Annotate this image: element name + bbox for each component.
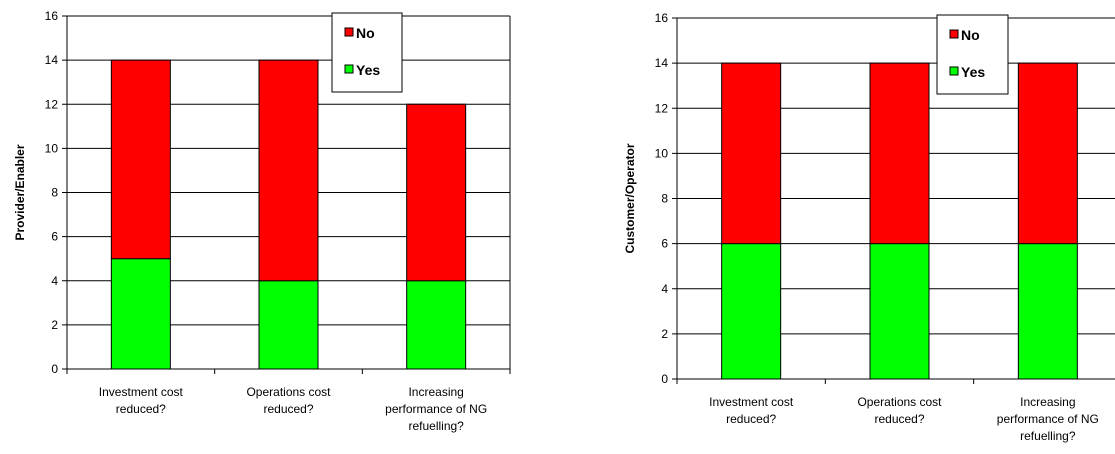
bar-no-2 [869, 62, 930, 245]
x-tick-label: Increasing performance of NG refuelling? [385, 385, 487, 433]
bar-yes-2 [258, 280, 319, 370]
legend-label-yes: Yes [961, 64, 985, 80]
chart-1: 0 2 4 6 8 10 12 14 16 Investment cost reduced? Oper… [13, 9, 511, 433]
y-tick-label: 4 [51, 274, 58, 288]
bar-yes-3 [1017, 243, 1078, 380]
y-axis-title: Customer/Operator [623, 143, 637, 253]
y-tick-label: 14 [655, 56, 669, 70]
bar-no-1 [721, 62, 782, 245]
bar-no-3 [1017, 62, 1078, 245]
bar-no-2 [258, 59, 319, 282]
y-tick-label: 2 [661, 327, 668, 341]
y-tick-label: 16 [655, 11, 669, 25]
x-tick-label: Investment cost reduced? [99, 385, 184, 416]
y-tick-label: 8 [661, 192, 668, 206]
y-tick-label: 8 [51, 186, 58, 200]
legend: No Yes [331, 12, 403, 93]
bar-yes-3 [406, 280, 467, 370]
x-tick-label: Investment cost reduced? [709, 395, 794, 426]
y-tick-label: 12 [655, 101, 669, 115]
y-tick-label: 10 [45, 141, 59, 155]
y-tick-label: 6 [51, 230, 58, 244]
y-tick-label: 4 [661, 282, 668, 296]
y-tick-label: 2 [51, 318, 58, 332]
legend-swatch-no [344, 27, 354, 37]
x-tick-label: Increasing performance of NG refuelling? [997, 395, 1099, 443]
chart-2: 0 2 4 6 8 10 12 14 16 Investment cost reduced? Oper… [623, 11, 1115, 443]
legend-swatch-yes [949, 66, 959, 76]
y-tick-label: 14 [45, 53, 59, 67]
bar-yes-1 [110, 258, 171, 370]
y-tick-label: 16 [45, 9, 59, 23]
bar-no-3 [406, 103, 467, 282]
legend-box [936, 14, 1009, 95]
bar-yes-2 [869, 243, 930, 380]
bar-no-1 [110, 59, 171, 260]
y-tick-label: 0 [51, 362, 58, 376]
x-tick-label: Operations cost reduced? [246, 385, 331, 416]
y-axis-title: Provider/Enabler [13, 144, 27, 240]
y-tick-label: 0 [661, 372, 668, 386]
legend: No Yes [936, 14, 1009, 95]
legend-box [331, 12, 403, 93]
y-tick-label: 10 [655, 146, 669, 160]
legend-label-no: No [356, 25, 375, 41]
legend-label-no: No [961, 27, 980, 43]
y-tick-label: 12 [45, 97, 59, 111]
bar-yes-1 [721, 243, 782, 380]
legend-swatch-no [949, 29, 959, 39]
y-tick-label: 6 [661, 237, 668, 251]
legend-swatch-yes [344, 64, 354, 74]
x-tick-label: Operations cost reduced? [857, 395, 942, 426]
legend-label-yes: Yes [356, 62, 380, 78]
